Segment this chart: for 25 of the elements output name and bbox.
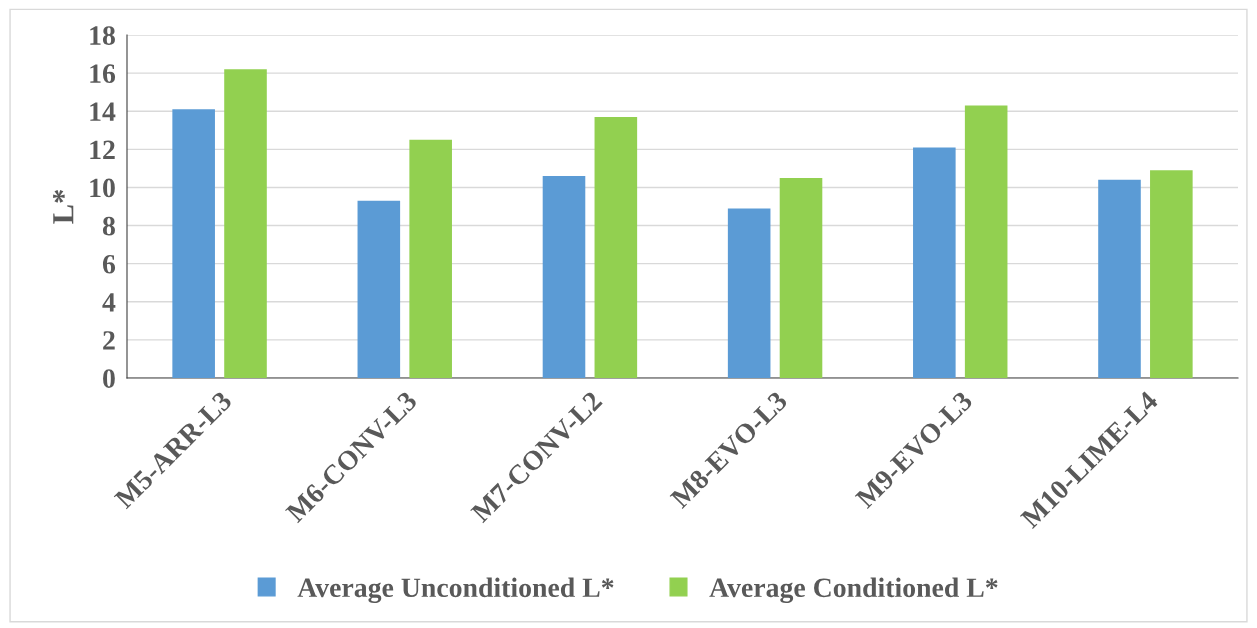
y-tick-label: 18 [90,26,115,45]
y-axis-title: L* [53,189,74,224]
bar [172,109,215,378]
y-tick-label: 14 [90,102,116,121]
bar [1150,170,1193,378]
bar [409,139,452,378]
y-tick-label: 10 [90,178,115,198]
bar [357,200,401,378]
bar [913,147,956,378]
bar [1098,179,1141,378]
y-tick-label: 12 [90,140,115,159]
bar [779,177,823,378]
bar [224,69,267,378]
bar [964,105,1008,378]
bar [727,208,771,378]
y-tick-label: 6 [102,254,116,274]
bar [542,176,586,378]
legend-label: Average Unconditioned L* [297,577,614,603]
y-tick-label: 0 [103,369,115,388]
legend-label: Average Conditioned L* [709,577,998,603]
y-tick-label: 4 [102,293,116,312]
y-tick-label: 2 [103,331,115,350]
y-tick-label: 8 [102,216,115,236]
bar [594,116,638,378]
y-tick-label: 16 [90,64,116,84]
